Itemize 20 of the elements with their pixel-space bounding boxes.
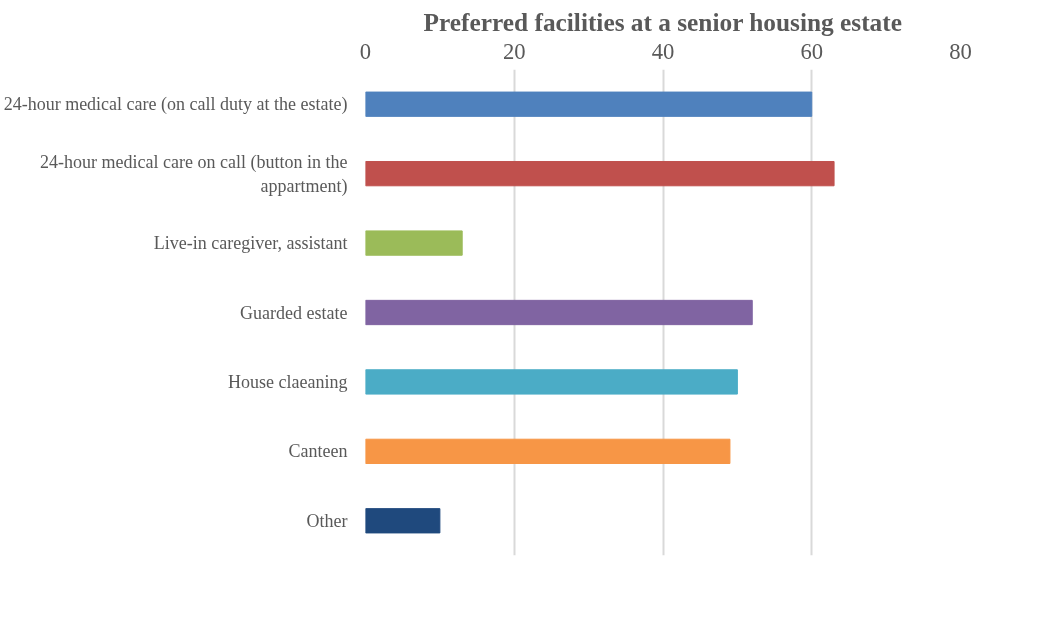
y-tick-label: 24-hour medical care (on call duty at the estate)	[3, 94, 348, 116]
bar	[365, 438, 731, 465]
x-tick-label: 80	[949, 38, 972, 64]
bar	[365, 299, 753, 326]
bar	[365, 91, 813, 117]
y-tick-label: Live-in caregiver, assistant	[153, 233, 348, 254]
x-tick-label: 40	[651, 38, 675, 64]
bar	[365, 230, 463, 256]
bar	[365, 508, 441, 534]
y-tick-label: Canteen	[288, 441, 348, 462]
x-tick-label: 60	[800, 38, 824, 64]
y-tick-label: 24-hour medical care on call (button in the appartment)	[40, 151, 348, 197]
bar	[365, 369, 738, 395]
y-tick-label: Other	[306, 510, 348, 531]
x-tick-label: 0	[359, 38, 372, 64]
y-tick-label: Guarded estate	[240, 302, 348, 323]
y-tick-label: House claeaning	[228, 371, 348, 392]
x-tick-label: 20	[502, 38, 526, 64]
bar	[365, 160, 835, 187]
chart-title: Preferred facilities at a senior housing estate	[423, 7, 902, 36]
